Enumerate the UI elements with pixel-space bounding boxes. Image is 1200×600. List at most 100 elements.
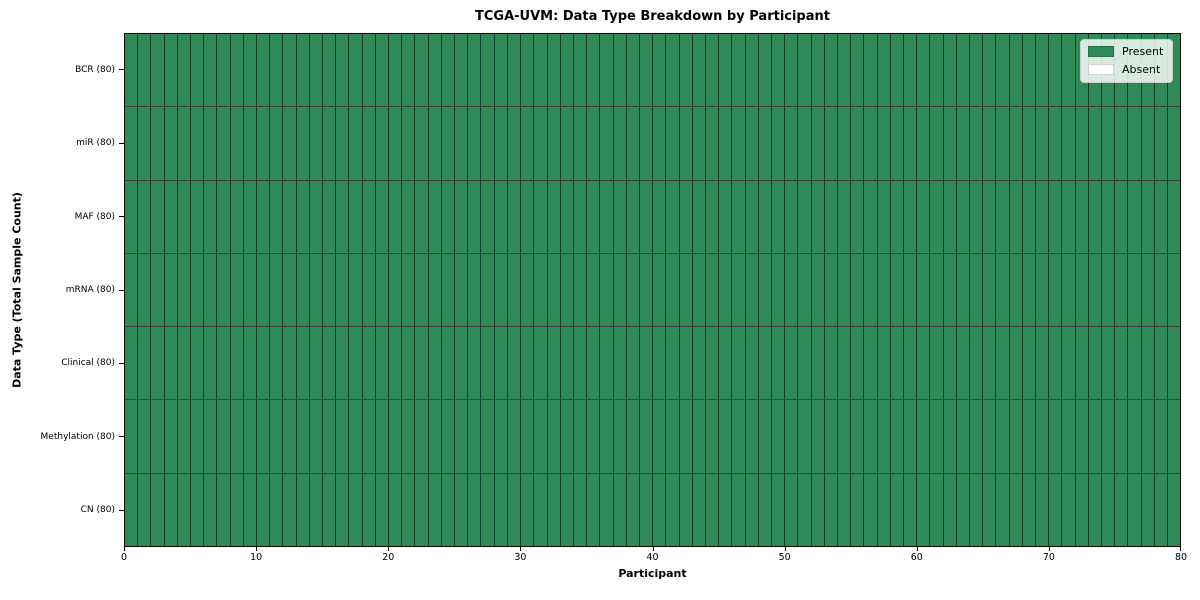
heatmap-cell — [996, 400, 1010, 473]
heatmap-cell — [389, 327, 403, 400]
heatmap-cell — [547, 327, 561, 400]
heatmap-cell — [1009, 34, 1023, 107]
heatmap-cell — [362, 107, 376, 180]
heatmap-cell — [336, 34, 350, 107]
heatmap-cell — [970, 473, 984, 546]
heatmap-cell — [785, 34, 799, 107]
heatmap-cell — [890, 327, 904, 400]
heatmap-cell — [851, 327, 865, 400]
heatmap-cell — [837, 107, 852, 180]
heatmap-cell — [639, 180, 654, 253]
heatmap-cell — [1062, 253, 1076, 327]
legend-label-present: Present — [1122, 45, 1164, 58]
heatmap-cell — [507, 180, 522, 253]
heatmap-cell — [745, 253, 759, 327]
heatmap-cell — [270, 400, 284, 473]
heatmap-cell — [283, 473, 297, 546]
heatmap-cell — [217, 473, 231, 546]
heatmap-cell — [798, 400, 812, 473]
heatmap-cell — [521, 180, 535, 253]
heatmap-cell — [309, 34, 324, 107]
heatmap-cell — [811, 473, 825, 546]
y-tick-label: BCR (80) — [75, 64, 115, 75]
heatmap-cell — [1036, 473, 1050, 546]
heatmap-cell — [402, 107, 416, 180]
absent-swatch-icon — [1088, 64, 1114, 75]
heatmap-cell — [719, 107, 733, 180]
heatmap-cell — [758, 327, 772, 400]
heatmap-cell — [375, 107, 390, 180]
heatmap-cell — [296, 400, 310, 473]
heatmap-cell — [600, 400, 614, 473]
heatmap-cell — [389, 34, 403, 107]
heatmap-cell — [217, 180, 231, 253]
heatmap-cell — [587, 473, 601, 546]
heatmap-cell — [864, 180, 878, 253]
heatmap-cell — [309, 473, 324, 546]
heatmap-cell — [917, 107, 931, 180]
heatmap-cell — [560, 107, 574, 180]
heatmap-cell — [930, 473, 944, 546]
heatmap-cell — [1115, 473, 1129, 546]
heatmap-cell — [745, 107, 759, 180]
heatmap-cell — [903, 327, 918, 400]
heatmap-cell — [983, 253, 997, 327]
heatmap-cell — [719, 34, 733, 107]
heatmap-row-mRNA — [125, 253, 1181, 328]
heatmap-cell — [481, 327, 495, 400]
heatmap-cell — [890, 107, 904, 180]
heatmap-cell — [877, 327, 891, 400]
heatmap-cell — [587, 400, 601, 473]
heatmap-cell — [270, 34, 284, 107]
heatmap-cell — [996, 34, 1010, 107]
heatmap-cell — [1009, 180, 1023, 253]
heatmap-cell — [983, 107, 997, 180]
heatmap-cell — [125, 327, 139, 400]
heatmap-cell — [336, 253, 350, 327]
heatmap-cell — [349, 34, 363, 107]
legend: Present Absent — [1080, 39, 1174, 83]
heatmap-cell — [626, 473, 640, 546]
heatmap-cell — [877, 180, 891, 253]
heatmap-cell — [943, 473, 957, 546]
heatmap-cell — [983, 180, 997, 253]
heatmap-cell — [230, 327, 244, 400]
heatmap-cell — [956, 253, 970, 327]
heatmap-cell — [824, 253, 838, 327]
heatmap-cell — [745, 473, 759, 546]
heatmap-cell — [243, 400, 258, 473]
heatmap-cell — [191, 107, 205, 180]
legend-item-absent: Absent — [1088, 63, 1163, 76]
heatmap-cell — [375, 400, 390, 473]
heatmap-cell — [217, 107, 231, 180]
heatmap-cell — [177, 473, 192, 546]
heatmap-cell — [217, 327, 231, 400]
heatmap-cell — [402, 327, 416, 400]
x-tick-label: 20 — [382, 552, 395, 563]
heatmap-cell — [349, 400, 363, 473]
y-tick-label: Clinical (80) — [61, 358, 115, 369]
heatmap-cell — [481, 400, 495, 473]
heatmap-cell — [956, 327, 970, 400]
heatmap-cell — [521, 34, 535, 107]
heatmap-cell — [191, 327, 205, 400]
heatmap-cell — [956, 34, 970, 107]
heatmap-cell — [613, 180, 627, 253]
heatmap-cell — [1128, 107, 1142, 180]
heatmap-cell — [151, 400, 165, 473]
heatmap-cell — [507, 34, 522, 107]
heatmap-cell — [323, 473, 337, 546]
heatmap-cell — [230, 253, 244, 327]
heatmap-cell — [573, 34, 588, 107]
heatmap-cell — [679, 473, 693, 546]
y-tick-label: CN (80) — [80, 505, 115, 516]
heatmap-cell — [613, 400, 627, 473]
heatmap-cell — [415, 400, 429, 473]
y-tick-mark — [119, 142, 124, 144]
heatmap-cell — [996, 253, 1010, 327]
heatmap-cell — [323, 107, 337, 180]
heatmap-cell — [600, 107, 614, 180]
heatmap-cell — [758, 34, 772, 107]
heatmap-cell — [692, 180, 706, 253]
heatmap-cell — [666, 34, 680, 107]
